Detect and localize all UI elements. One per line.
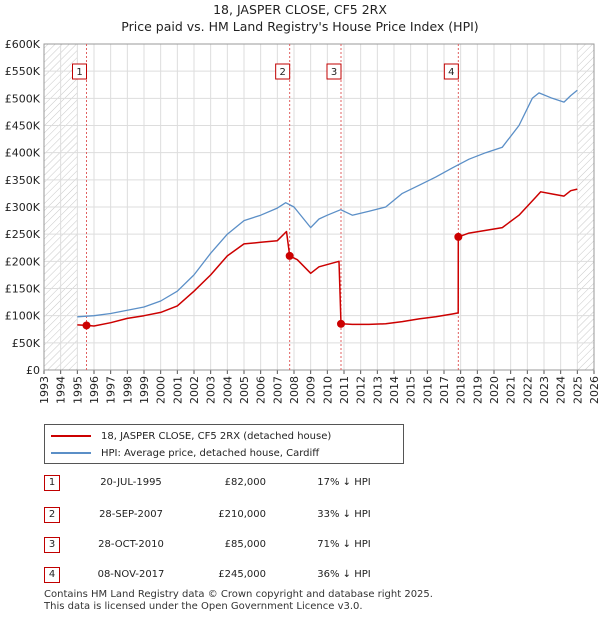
sale-marker-label: 2 [279, 67, 285, 78]
y-tick-label: £150K [5, 283, 41, 296]
sale-date: 08-NOV-2017 [97, 569, 165, 580]
sale-marker-label: 4 [448, 67, 454, 78]
sale-date: 28-OCT-2010 [98, 539, 164, 550]
x-tick-label: 2024 [555, 376, 568, 404]
plot-border [43, 43, 595, 371]
price-paid-line [77, 188, 578, 327]
x-tick-label: 2015 [405, 376, 418, 404]
sale-point [285, 251, 294, 260]
x-tick-label: 2001 [171, 376, 184, 404]
x-tick-label: 2009 [305, 376, 318, 404]
sale-marker-label: 3 [331, 67, 337, 78]
y-tick-label: £550K [5, 65, 41, 78]
sale-date: 28-SEP-2007 [99, 509, 163, 520]
x-tick-label: 2000 [155, 376, 168, 404]
sale-number-badge: 4 [44, 567, 60, 583]
y-tick-label: £300K [5, 201, 41, 214]
x-tick-label: 2017 [438, 376, 451, 404]
footer-copyright: Contains HM Land Registry data © Crown c… [44, 589, 433, 600]
sale-price: £245,000 [218, 569, 266, 580]
sale-point [337, 319, 345, 328]
x-tick-label: 1994 [55, 376, 68, 404]
x-tick-label: 1996 [88, 376, 101, 404]
sale-point [454, 232, 463, 241]
x-tick-label: 2026 [588, 376, 600, 404]
x-tick-label: 2003 [205, 376, 218, 404]
y-tick-label: £200K [5, 255, 41, 268]
legend-label-hpi: HPI: Average price, detached house, Card… [101, 447, 320, 459]
x-tick-label: 2013 [371, 376, 384, 404]
sale-number-badge: 2 [44, 507, 60, 523]
y-tick-label: £500K [5, 92, 41, 105]
x-tick-label: 2014 [388, 376, 401, 404]
y-tick-label: £600K [5, 38, 41, 51]
chart-title: 18, JASPER CLOSE, CF5 2RX [213, 2, 387, 17]
x-tick-label: 2006 [255, 376, 268, 404]
sale-marker-box [443, 63, 459, 80]
x-tick-label: 1998 [121, 376, 134, 404]
x-tick-label: 1995 [71, 376, 84, 404]
x-tick-label: 2023 [538, 376, 551, 404]
footer-licence: This data is licensed under the Open Gov… [44, 601, 363, 612]
x-tick-label: 2019 [471, 376, 484, 404]
x-tick-label: 2018 [455, 376, 468, 404]
legend-item-hpi: HPI: Average price, detached house, Card… [51, 445, 319, 461]
y-tick-label: £350K [5, 174, 41, 187]
x-tick-label: 2020 [488, 376, 501, 404]
sale-price: £82,000 [224, 477, 266, 488]
legend-item-property: 18, JASPER CLOSE, CF5 2RX (detached hous… [51, 428, 331, 444]
y-tick-label: £0 [26, 364, 40, 377]
sale-price: £85,000 [224, 539, 266, 550]
x-tick-label: 1997 [105, 376, 118, 404]
x-tick-label: 2025 [571, 376, 584, 404]
sale-date: 20-JUL-1995 [100, 477, 162, 488]
y-tick-label: £50K [12, 337, 41, 350]
sale-hpi-diff: 71% ↓ HPI [317, 539, 371, 550]
sale-number-badge: 3 [44, 537, 60, 553]
x-tick-label: 2004 [221, 376, 234, 404]
x-tick-label: 1993 [38, 376, 51, 404]
sale-marker-box [326, 63, 342, 80]
sale-point [82, 321, 91, 330]
y-tick-label: £100K [5, 310, 41, 323]
sale-hpi-diff: 33% ↓ HPI [317, 509, 371, 520]
x-tick-label: 2005 [238, 376, 251, 404]
x-tick-label: 2008 [288, 376, 301, 404]
sale-marker-box [275, 63, 291, 80]
legend-swatch-hpi [51, 452, 91, 454]
sale-marker-label: 1 [76, 67, 82, 78]
sale-marker-box [72, 63, 87, 80]
x-tick-label: 1999 [138, 376, 151, 404]
legend-swatch-property [51, 435, 91, 437]
sale-number-badge: 1 [44, 475, 60, 491]
x-tick-label: 2011 [338, 376, 351, 404]
price-chart: £0 £50K £100K £150K £200K £250K £300K £350K £400… [5, 38, 600, 404]
y-tick-label: £250K [5, 228, 41, 241]
x-tick-label: 2022 [521, 376, 534, 404]
x-tick-label: 2002 [188, 376, 201, 404]
hpi-line [77, 89, 578, 318]
sale-price: £210,000 [218, 509, 266, 520]
x-tick-label: 2021 [505, 376, 518, 404]
x-tick-label: 2012 [355, 376, 368, 404]
sale-hpi-diff: 36% ↓ HPI [317, 569, 371, 580]
chart-subtitle: Price paid vs. HM Land Registry's House … [121, 19, 479, 34]
y-tick-label: £400K [5, 147, 41, 160]
legend: 18, JASPER CLOSE, CF5 2RX (detached hous… [44, 424, 404, 464]
legend-label-property: 18, JASPER CLOSE, CF5 2RX (detached hous… [101, 430, 332, 442]
x-tick-label: 2016 [421, 376, 434, 404]
x-tick-label: 2010 [321, 376, 334, 404]
sale-hpi-diff: 17% ↓ HPI [317, 477, 371, 488]
x-tick-label: 2007 [271, 376, 284, 404]
y-tick-label: £450K [5, 120, 41, 133]
